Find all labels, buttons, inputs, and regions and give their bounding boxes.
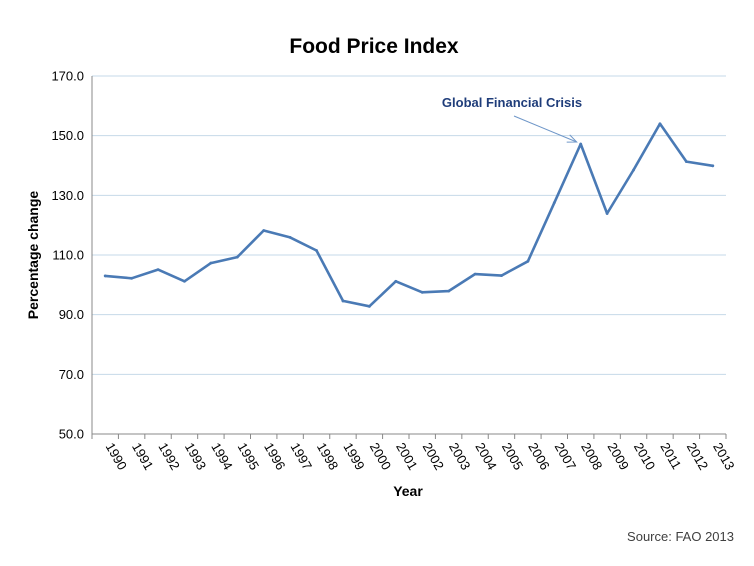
annotation-arrow-line [513,115,577,143]
x-tick-label-1994: 1994 [208,440,235,473]
x-tick-label-1993: 1993 [182,440,209,473]
x-tick-label-1998: 1998 [314,440,341,473]
x-tick-label-1991: 1991 [129,440,156,473]
data-point-2008 [579,142,583,146]
source-note: Source: FAO 2013 [627,529,734,544]
x-tick-label-2002: 2002 [420,440,447,473]
x-tick-label-1990: 1990 [103,440,130,473]
y-tick-label: 130.0 [51,188,84,203]
x-tick-label-2013: 2013 [710,440,737,473]
x-tick-label-1997: 1997 [288,440,315,473]
data-point-1992 [156,268,160,272]
x-tick-label-2000: 2000 [367,440,394,473]
annotation: Global Financial Crisis [442,95,582,143]
x-tick-label-2007: 2007 [552,440,579,473]
x-tick-label-2005: 2005 [499,440,526,473]
x-axis-label: Year [393,483,423,499]
y-tick-label: 150.0 [51,128,84,143]
y-axis-label: Percentage change [25,191,41,320]
data-point-2007 [552,201,556,205]
data-point-1990 [103,274,107,278]
data-point-2010 [632,168,635,172]
data-point-2001 [394,279,398,283]
y-tick-label: 170.0 [51,69,84,84]
data-point-2013 [711,164,715,168]
data-point-2006 [526,259,530,263]
chart-title: Food Price Index [289,35,459,58]
data-point-2003 [447,289,451,293]
x-tick-label-1992: 1992 [155,440,182,473]
data-point-2000 [367,304,371,308]
y-tick-label: 50.0 [59,427,84,442]
annotation-arrow-head [566,134,578,143]
x-tick-label-1996: 1996 [261,440,288,473]
gridlines [92,75,726,375]
y-tick-label: 110.0 [52,248,84,263]
x-tick-label-2012: 2012 [684,440,711,473]
x-tick-label-2009: 2009 [605,440,632,473]
x-tick-label-1995: 1995 [235,440,262,473]
x-tick-label-2001: 2001 [393,440,420,473]
data-point-1993 [183,279,186,283]
data-point-2002 [420,290,424,294]
annotation-text: Global Financial Crisis [442,95,582,110]
data-point-2012 [684,160,688,164]
data-point-1999 [341,299,345,303]
y-tick-label: 90.0 [59,307,84,322]
data-point-1991 [130,276,134,280]
x-tick-label-1999: 1999 [340,440,367,473]
x-tick-label-2008: 2008 [578,440,605,473]
x-tick-label-2006: 2006 [525,440,552,473]
data-point-2009 [605,212,609,215]
data-point-2005 [500,274,503,277]
data-point-1995 [235,255,239,259]
axes [91,76,727,439]
x-tick-label-2004: 2004 [472,440,499,473]
series-line-0 [103,122,715,308]
y-tick-labels: 50.0 70.0 90.0 110.0 130.0 150.0 170.0 [51,69,84,442]
data-point-1997 [288,235,292,239]
x-tick-label-2010: 2010 [631,440,658,473]
data-point-1996 [262,229,266,232]
data-point-1998 [315,249,318,252]
data-point-1994 [209,261,213,265]
x-tick-label-2011: 2011 [657,440,684,472]
data-point-2011 [658,122,662,126]
data-point-2004 [473,272,477,276]
x-tick-label-2003: 2003 [446,440,473,473]
series-layer [103,122,715,308]
x-tick-labels: 1990199119921993199419951996199719981999… [103,440,738,473]
y-tick-label: 70.0 [59,367,84,382]
